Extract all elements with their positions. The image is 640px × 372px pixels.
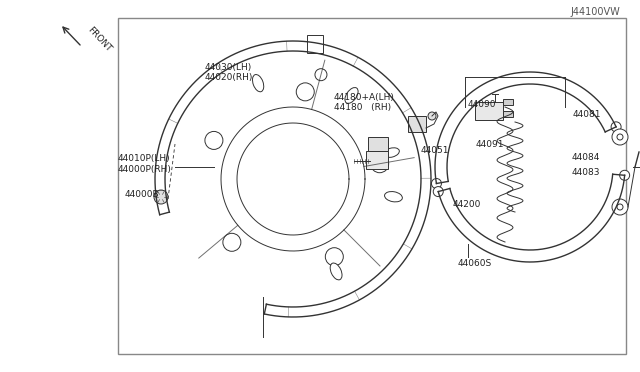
Bar [366,151,388,169]
Circle shape [620,170,630,180]
Circle shape [611,122,621,132]
Bar [475,102,503,120]
Text: 44200: 44200 [453,199,481,208]
Circle shape [223,233,241,251]
Text: 44081: 44081 [573,109,602,119]
Text: 44000B: 44000B [125,189,159,199]
Circle shape [433,187,444,196]
Text: 44060S: 44060S [458,260,492,269]
Text: 44180+A(LH): 44180+A(LH) [334,93,395,102]
Bar [118,18,626,354]
Circle shape [431,179,442,189]
Text: 44084: 44084 [572,153,600,161]
Circle shape [205,131,223,150]
Circle shape [428,112,436,120]
Ellipse shape [345,87,358,103]
Text: 44180   (RH): 44180 (RH) [334,103,391,112]
Circle shape [612,199,628,215]
Text: FRONT: FRONT [86,26,113,54]
Circle shape [154,190,168,204]
Bar [503,99,513,105]
Text: J44100VW: J44100VW [570,7,620,17]
Ellipse shape [330,263,342,280]
Bar [503,111,513,117]
Text: 44090: 44090 [468,99,497,109]
Text: 44091: 44091 [476,140,504,148]
Text: 44020(RH): 44020(RH) [205,73,253,81]
Text: 44083: 44083 [572,167,600,176]
Ellipse shape [385,192,403,202]
Text: 44000P(RH): 44000P(RH) [118,164,172,173]
Circle shape [612,129,628,145]
Circle shape [296,83,314,101]
Text: 44030(LH): 44030(LH) [205,62,252,71]
Bar [408,116,426,132]
Ellipse shape [384,148,399,157]
Circle shape [325,248,343,266]
Text: 44010P(LH): 44010P(LH) [118,154,171,163]
Circle shape [315,69,327,81]
Bar [368,137,388,151]
Circle shape [371,155,388,173]
Ellipse shape [253,74,264,92]
Text: 44051: 44051 [421,145,449,154]
